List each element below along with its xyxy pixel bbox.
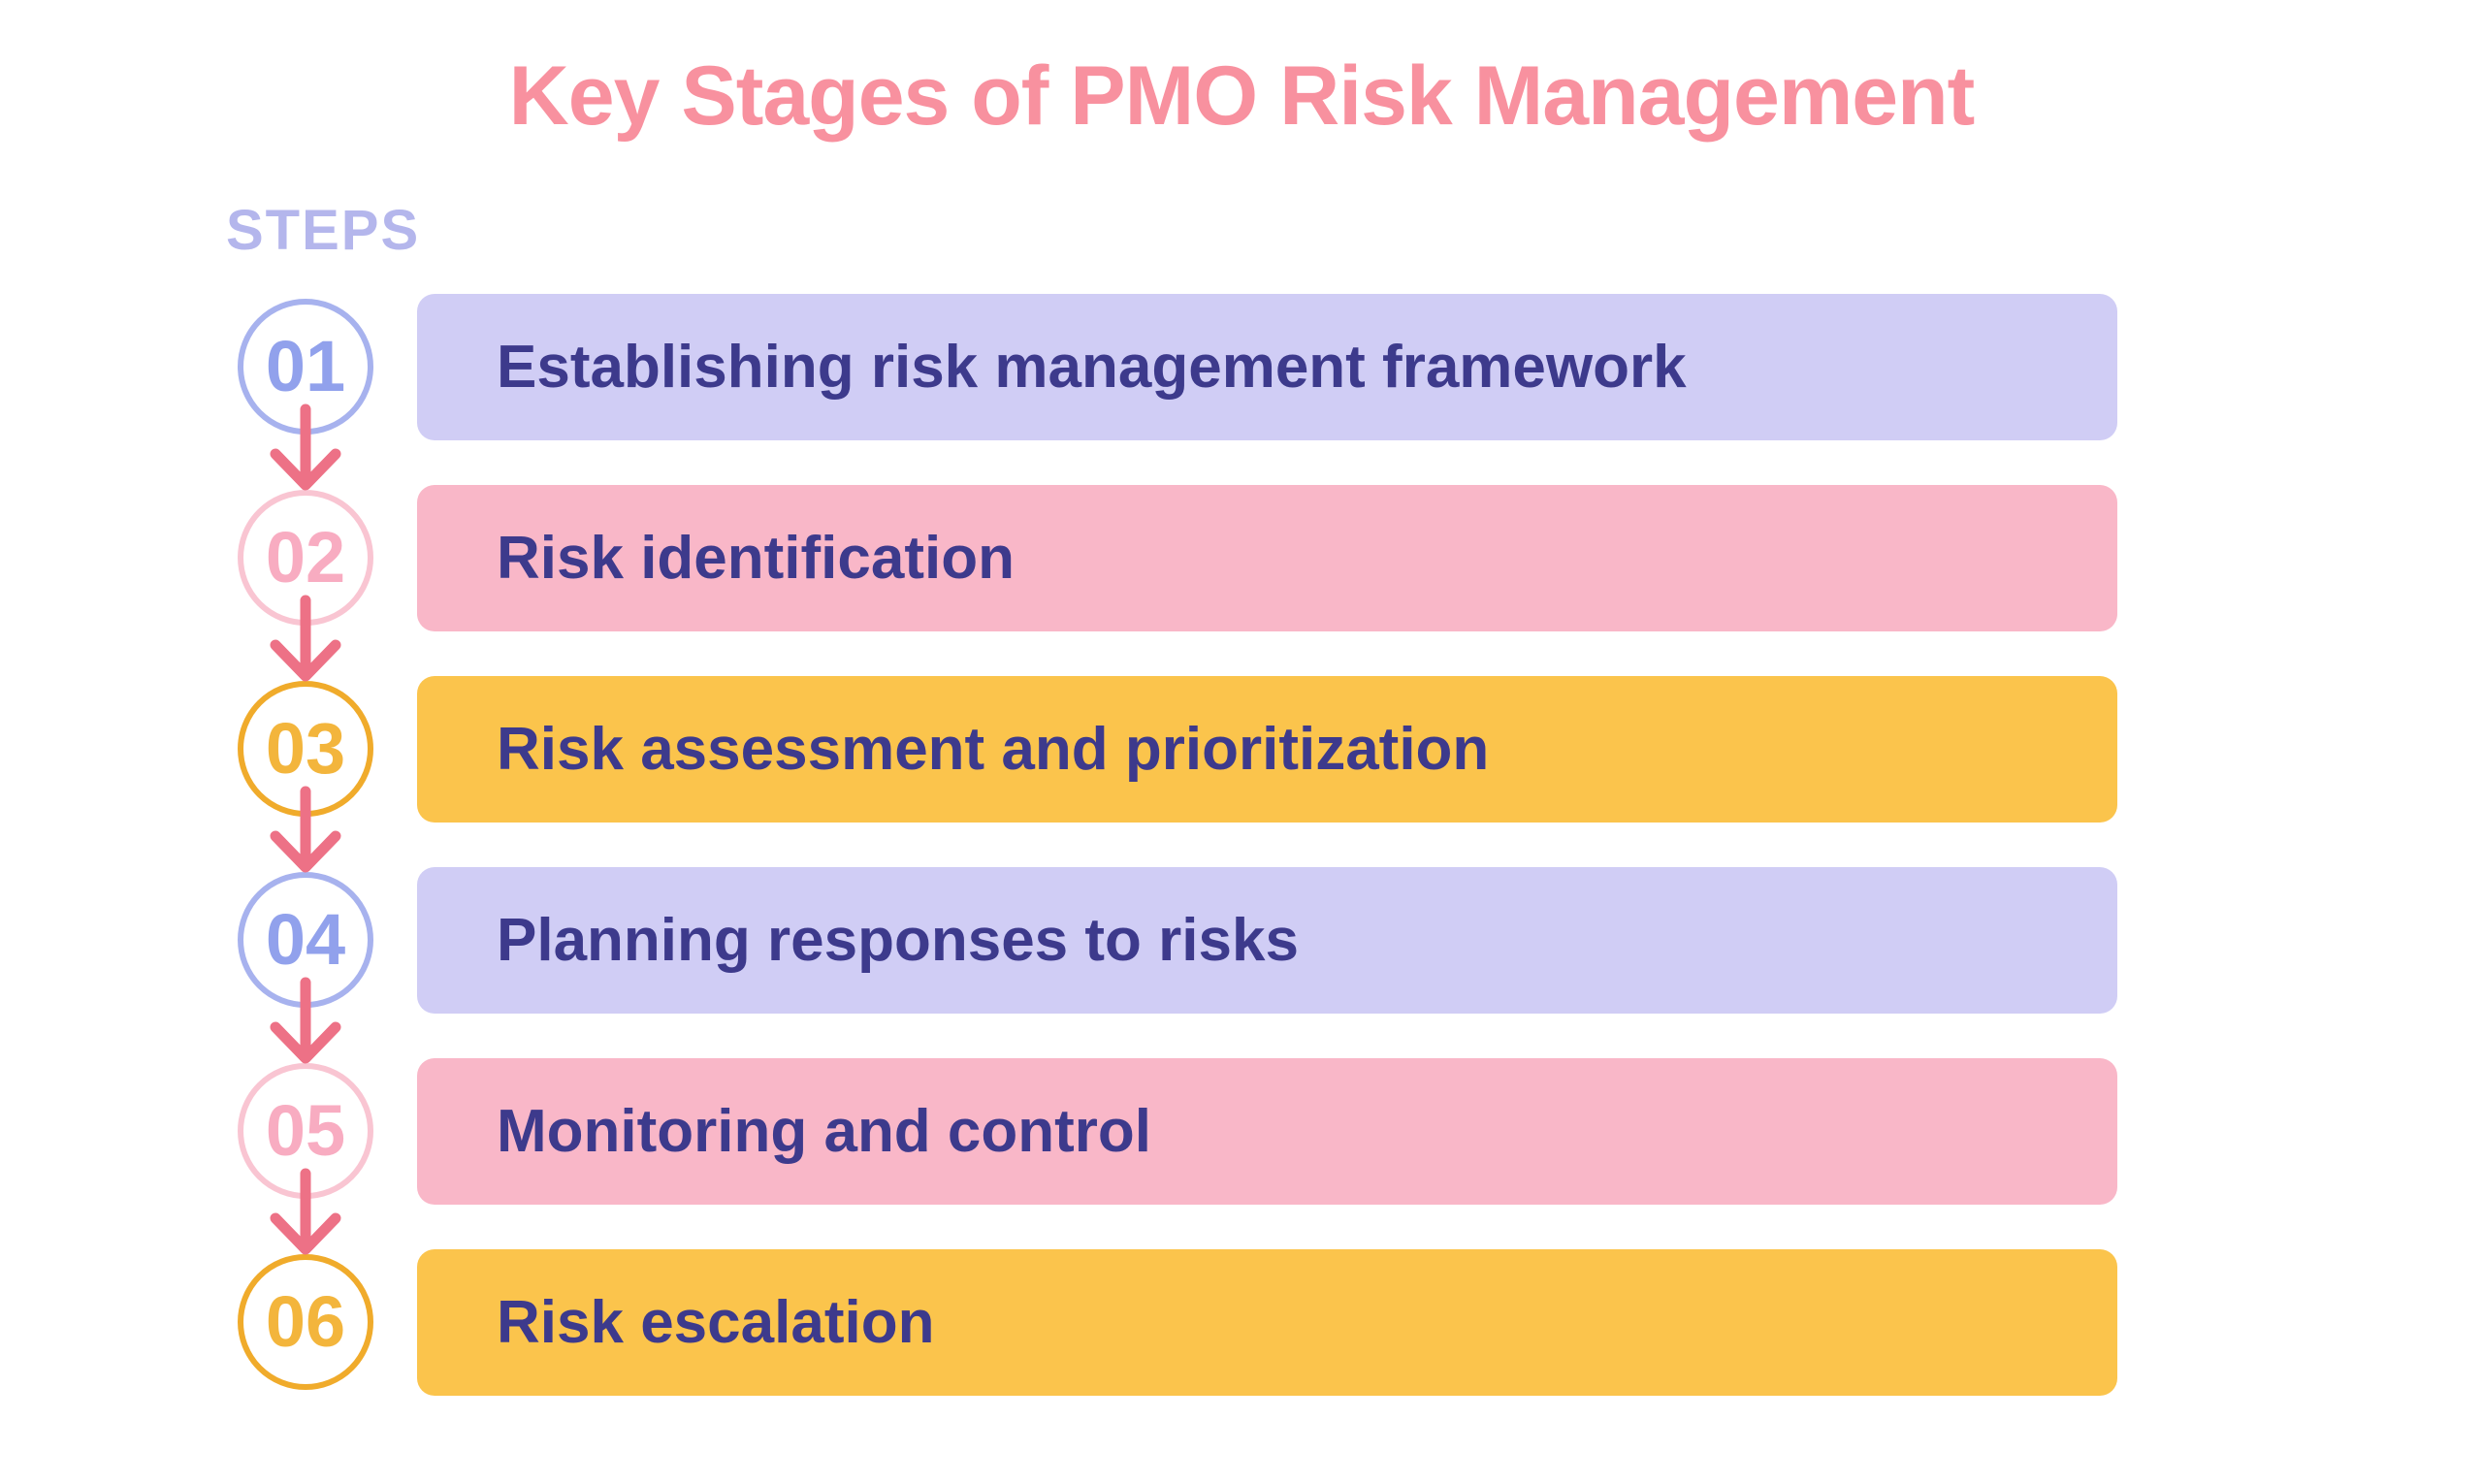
arrow-down-icon <box>270 403 341 491</box>
step-label: Risk identification <box>497 525 1015 592</box>
step-bar: Risk assessment and prioritization <box>417 676 2117 823</box>
arrow-down-icon <box>270 1168 341 1255</box>
step-label: Risk assessment and prioritization <box>497 716 1490 783</box>
step-bar: Planning responses to risks <box>417 867 2117 1014</box>
step-row: 01 Establishing risk management framewor… <box>0 294 2483 440</box>
step-label: Planning responses to risks <box>497 907 1299 974</box>
step-bar: Monitoring and control <box>417 1058 2117 1205</box>
step-label: Establishing risk management framework <box>497 334 1687 401</box>
step-bar: Establishing risk management framework <box>417 294 2117 440</box>
step-number: 06 <box>265 1281 346 1362</box>
step-number: 02 <box>265 517 346 597</box>
step-row: 03 Risk assessment and prioritization <box>0 676 2483 823</box>
step-row: 04 Planning responses to risks <box>0 867 2483 1014</box>
arrow-down-icon <box>270 595 341 682</box>
arrow-down-icon <box>270 977 341 1064</box>
step-number: 05 <box>265 1090 346 1171</box>
page-title: Key Stages of PMO Risk Management <box>508 49 1976 143</box>
step-bar: Risk identification <box>417 485 2117 631</box>
step-row: 05 Monitoring and control <box>0 1058 2483 1205</box>
step-label: Risk escalation <box>497 1289 935 1356</box>
step-bar: Risk escalation <box>417 1249 2117 1396</box>
step-row: 06 Risk escalation <box>0 1249 2483 1396</box>
step-number: 04 <box>265 899 346 980</box>
step-row: 02 Risk identification <box>0 485 2483 631</box>
step-number-circle: 06 <box>238 1254 373 1390</box>
step-number: 03 <box>265 708 346 789</box>
arrow-down-icon <box>270 786 341 873</box>
step-label: Monitoring and control <box>497 1098 1152 1165</box>
step-number-circle: 03 <box>238 681 373 817</box>
step-number: 01 <box>265 326 346 406</box>
steps-label: STEPS <box>226 199 421 262</box>
